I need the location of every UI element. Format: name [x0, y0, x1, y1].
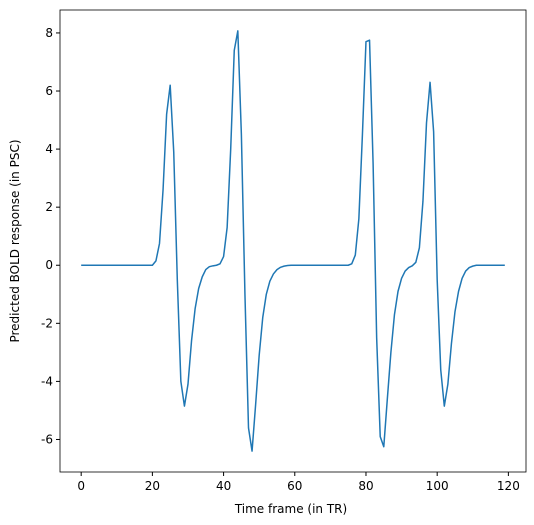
x-tick-label: 60 [287, 479, 302, 493]
axes-frame [59, 9, 527, 473]
x-tick-label: 0 [77, 479, 85, 493]
x-tick-label: 40 [216, 479, 231, 493]
x-tick-label: 20 [145, 479, 160, 493]
y-tick-label: 8 [45, 26, 53, 40]
y-tick-label: 6 [45, 84, 53, 98]
y-tick-label: -2 [41, 316, 53, 330]
x-tick-label: 100 [426, 479, 449, 493]
line [81, 30, 505, 452]
y-tick-label: 0 [45, 258, 53, 272]
y-axis-label: Predicted BOLD response (in PSC) [8, 139, 22, 342]
x-axis-label: Time frame (in TR) [234, 502, 347, 516]
x-tick-label: 80 [358, 479, 373, 493]
y-tick-label: -4 [41, 374, 53, 388]
y-tick-label: 4 [45, 142, 53, 156]
x-tick-label: 120 [497, 479, 520, 493]
y-tick-label: -6 [41, 432, 53, 446]
y-tick-label: 2 [45, 200, 53, 214]
